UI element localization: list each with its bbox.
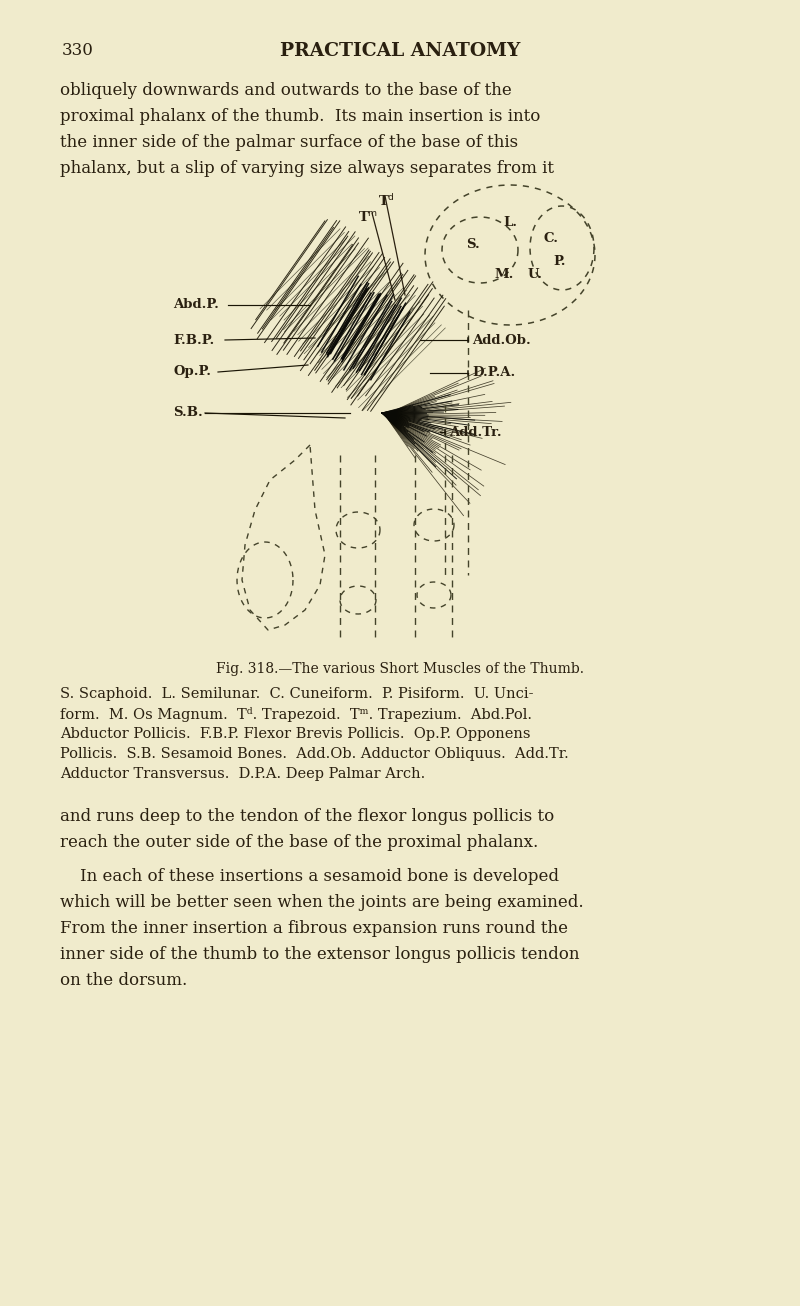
Text: Add.Ob.: Add.Ob. [472, 333, 530, 346]
Text: U.: U. [528, 268, 543, 281]
Text: obliquely downwards and outwards to the base of the: obliquely downwards and outwards to the … [60, 82, 512, 99]
Text: Op.P.: Op.P. [173, 366, 211, 379]
Text: which will be better seen when the joints are being examined.: which will be better seen when the joint… [60, 895, 584, 912]
Text: T$^{\mathrm{d}}$: T$^{\mathrm{d}}$ [378, 193, 395, 209]
Text: D.P.A.: D.P.A. [472, 367, 515, 380]
Text: the inner side of the palmar surface of the base of this: the inner side of the palmar surface of … [60, 135, 518, 151]
Text: L.: L. [503, 215, 517, 229]
Text: reach the outer side of the base of the proximal phalanx.: reach the outer side of the base of the … [60, 835, 538, 852]
Text: S.: S. [466, 238, 480, 251]
Text: T$^{\mathrm{m}}$: T$^{\mathrm{m}}$ [358, 210, 378, 225]
Text: Adductor Transversus.  D.P.A. Deep Palmar Arch.: Adductor Transversus. D.P.A. Deep Palmar… [60, 767, 426, 781]
Text: Pollicis.  S.B. Sesamoid Bones.  Add.Ob. Adductor Obliquus.  Add.Tr.: Pollicis. S.B. Sesamoid Bones. Add.Ob. A… [60, 747, 569, 761]
Text: and runs deep to the tendon of the flexor longus pollicis to: and runs deep to the tendon of the flexo… [60, 808, 554, 825]
Text: on the dorsum.: on the dorsum. [60, 972, 187, 989]
Text: Fig. 318.—The various Short Muscles of the Thumb.: Fig. 318.—The various Short Muscles of t… [216, 662, 584, 677]
Text: C.: C. [543, 232, 558, 246]
Text: F.B.P.: F.B.P. [173, 333, 214, 346]
Text: S. Scaphoid.  L. Semilunar.  C. Cuneiform.  P. Pisiform.  U. Unci-: S. Scaphoid. L. Semilunar. C. Cuneiform.… [60, 687, 534, 701]
Text: From the inner insertion a fibrous expansion runs round the: From the inner insertion a fibrous expan… [60, 919, 568, 936]
Text: Abd.P.: Abd.P. [173, 299, 219, 312]
Text: M.: M. [494, 268, 514, 281]
Text: S.B.: S.B. [173, 406, 202, 419]
Text: PRACTICAL ANATOMY: PRACTICAL ANATOMY [280, 42, 520, 60]
Text: Add.Tr.: Add.Tr. [449, 426, 502, 439]
Text: proximal phalanx of the thumb.  Its main insertion is into: proximal phalanx of the thumb. Its main … [60, 108, 540, 125]
Text: form.  M. Os Magnum.  Tᵈ. Trapezoid.  Tᵐ. Trapezium.  Abd.Pol.: form. M. Os Magnum. Tᵈ. Trapezoid. Tᵐ. T… [60, 707, 532, 722]
Text: inner side of the thumb to the extensor longus pollicis tendon: inner side of the thumb to the extensor … [60, 946, 579, 963]
Text: phalanx, but a slip of varying size always separates from it: phalanx, but a slip of varying size alwa… [60, 161, 554, 178]
Text: Abductor Pollicis.  F.B.P. Flexor Brevis Pollicis.  Op.P. Opponens: Abductor Pollicis. F.B.P. Flexor Brevis … [60, 727, 530, 741]
Text: P.: P. [553, 255, 566, 268]
Text: 330: 330 [62, 42, 94, 59]
Text: In each of these insertions a sesamoid bone is developed: In each of these insertions a sesamoid b… [80, 868, 559, 885]
